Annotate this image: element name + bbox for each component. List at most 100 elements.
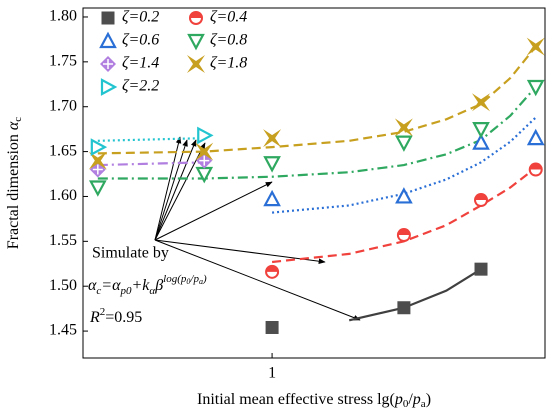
fit-line [97, 161, 205, 167]
marker-shape [92, 164, 103, 175]
marker [472, 133, 490, 150]
legend-label: ζ=2.2 [122, 78, 159, 95]
marker-shape [199, 155, 210, 166]
legend-label: ζ=0.4 [210, 9, 247, 26]
marker [395, 135, 413, 152]
marker [528, 162, 543, 177]
marker [396, 228, 411, 243]
marker-shape [88, 180, 107, 197]
marker [90, 138, 108, 156]
arrow [154, 239, 361, 321]
arrow [154, 139, 188, 241]
legend-label: ζ=1.4 [122, 55, 159, 72]
marker [397, 301, 411, 315]
annotation: Simulate by [92, 245, 169, 262]
marker-shape [263, 156, 281, 173]
y-tick-label: 1.45 [49, 322, 77, 339]
marker [263, 189, 281, 207]
legend-marker [100, 78, 118, 96]
marker-shape [263, 189, 281, 207]
marker-shape [474, 262, 488, 276]
marker [263, 129, 282, 148]
legend-marker [101, 11, 115, 25]
y-tick-label: 1.50 [49, 277, 77, 294]
y-tick-label: 1.60 [49, 187, 77, 204]
marker [88, 151, 107, 170]
fit-line [348, 268, 482, 322]
marker-shape [530, 169, 541, 175]
marker-shape [526, 37, 545, 56]
marker [394, 118, 413, 137]
marker-shape [526, 79, 545, 97]
legend-marker [100, 56, 116, 72]
marker-shape [472, 133, 490, 150]
marker-shape [267, 271, 278, 277]
marker-shape [191, 18, 201, 23]
x-axis-label: Initial mean effective stress lg(p0/pa) [197, 391, 431, 410]
fit-line [271, 166, 537, 264]
marker-shape [90, 138, 108, 156]
legend-marker [189, 11, 203, 25]
marker [474, 193, 489, 208]
marker-shape [476, 200, 487, 206]
marker-shape [265, 320, 279, 334]
marker-shape [398, 235, 409, 241]
legend-marker [187, 33, 205, 51]
legend-label: ζ=1.8 [210, 55, 247, 72]
marker-shape [395, 187, 413, 204]
legend-label: ζ=0.8 [210, 32, 247, 49]
arrow [154, 139, 197, 241]
plot-frame [82, 7, 546, 359]
marker-shape [397, 301, 411, 315]
marker-shape [526, 128, 545, 146]
marker-shape [101, 11, 115, 25]
y-tick-label: 1.75 [49, 53, 77, 70]
x-tick-label: 1 [268, 365, 276, 382]
marker-shape [195, 142, 214, 161]
y-tick-label: 1.70 [49, 97, 77, 114]
arrow [154, 239, 326, 264]
arrow [154, 181, 273, 241]
marker [265, 320, 279, 334]
fit-line [97, 86, 537, 180]
marker-shape [472, 93, 491, 112]
marker-shape [197, 126, 214, 145]
marker-shape [187, 55, 205, 73]
marker [526, 37, 545, 56]
marker [474, 262, 488, 276]
legend-marker [99, 31, 117, 49]
marker-shape [103, 59, 113, 69]
marker-shape [100, 78, 118, 96]
marker [526, 128, 545, 146]
y-tick-label: 1.65 [49, 142, 77, 159]
r-squared: R2=0.95 [89, 306, 142, 326]
marker [197, 126, 214, 145]
fit-line [97, 137, 205, 142]
legend-label: ζ=0.6 [122, 32, 159, 49]
legend-label: ζ=0.2 [122, 9, 159, 26]
marker [88, 180, 107, 197]
marker-shape [395, 135, 413, 152]
y-tick-label: 1.80 [49, 8, 77, 25]
marker [265, 264, 280, 279]
marker-shape [394, 118, 413, 137]
marker-shape [472, 122, 490, 139]
formula: αc=αp0+kαβlog(p0/pa) [88, 273, 207, 297]
marker-shape [88, 151, 107, 170]
marker-shape [187, 33, 205, 51]
marker-shape [263, 129, 282, 148]
marker-shape [99, 31, 117, 49]
y-axis-label: Fractal dimension αc [5, 117, 24, 250]
marker [263, 156, 281, 173]
arrows [154, 136, 361, 321]
arrow [154, 136, 182, 241]
marker [472, 122, 490, 139]
marker [395, 187, 413, 204]
marker [195, 142, 214, 161]
marker [472, 93, 491, 112]
y-tick-label: 1.55 [49, 232, 77, 249]
marker [526, 79, 545, 97]
legend-marker [187, 55, 205, 73]
fit-line [97, 45, 537, 155]
